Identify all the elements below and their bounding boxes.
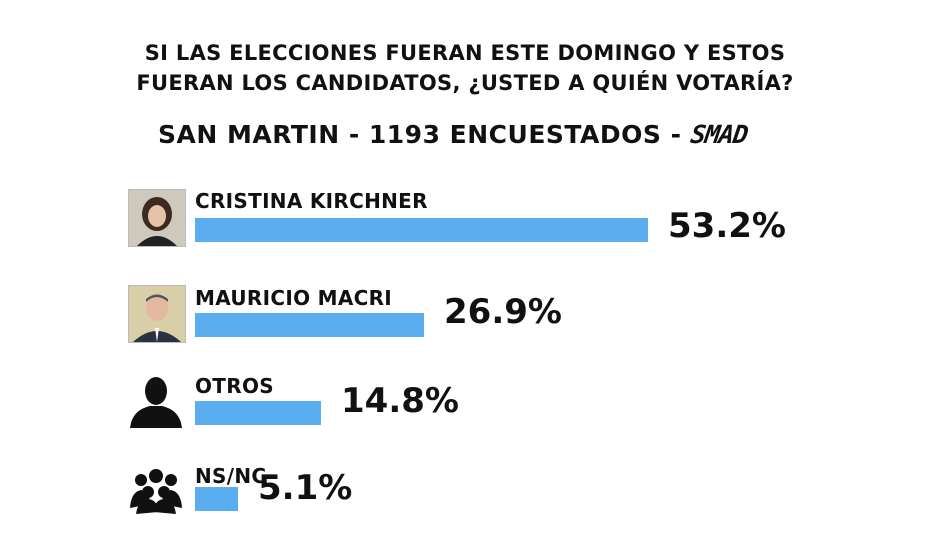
bar-row-mauricio-macri: MAURICIO MACRI 26.9% (0, 282, 950, 362)
bar-label: OTROS (195, 374, 274, 398)
bar-value-label: 5.1% (258, 468, 353, 508)
chart-subtitle: SAN MARTIN - 1193 ENCUESTADOS - SMAD (158, 120, 749, 149)
bar-label: NS/NC (195, 464, 267, 488)
brand-logo: SMAD (688, 120, 749, 149)
candidate-photo-icon (128, 189, 186, 247)
chart-question: SI LAS ELECCIONES FUERAN ESTE DOMINGO Y … (0, 38, 930, 98)
bar-label: MAURICIO MACRI (195, 286, 393, 310)
bar-label: CRISTINA KIRCHNER (195, 189, 428, 213)
bar-ns-nc (195, 487, 238, 511)
bar-otros (195, 401, 321, 425)
bar-row-otros: OTROS 14.8% (0, 370, 950, 450)
bar-mauricio-macri (195, 313, 424, 337)
question-line-1: SI LAS ELECCIONES FUERAN ESTE DOMINGO Y … (144, 41, 786, 65)
bar-value-label: 14.8% (341, 381, 459, 421)
person-silhouette-icon (128, 372, 184, 428)
bar-row-ns-nc: NS/NC 5.1% (0, 458, 950, 538)
candidate-photo-icon (128, 285, 186, 343)
bar-row-cristina-kirchner: CRISTINA KIRCHNER 53.2% (0, 186, 950, 266)
group-icon (128, 462, 184, 518)
bar-value-label: 53.2% (668, 206, 786, 246)
bar-cristina-kirchner (195, 218, 648, 242)
subtitle-text: SAN MARTIN - 1193 ENCUESTADOS - (158, 120, 691, 149)
question-line-2: FUERAN LOS CANDIDATOS, ¿USTED A QUIÉN VO… (136, 71, 794, 95)
bar-value-label: 26.9% (444, 292, 562, 332)
